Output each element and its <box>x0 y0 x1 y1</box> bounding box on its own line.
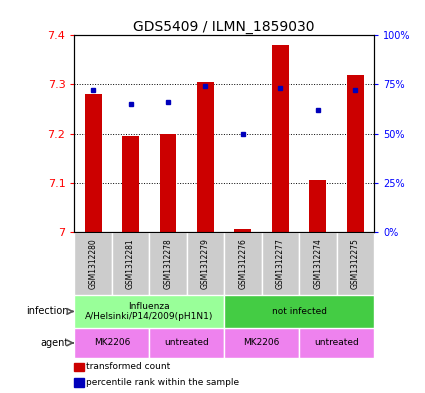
Text: GSM1312276: GSM1312276 <box>238 238 247 289</box>
Bar <box>74 232 112 295</box>
Text: GSM1312279: GSM1312279 <box>201 238 210 289</box>
Text: GSM1312280: GSM1312280 <box>88 238 98 289</box>
Text: transformed count: transformed count <box>86 362 170 371</box>
Text: GSM1312277: GSM1312277 <box>276 238 285 289</box>
Text: MK2206: MK2206 <box>244 338 280 347</box>
Bar <box>272 45 289 232</box>
Bar <box>149 232 187 295</box>
Bar <box>159 134 176 232</box>
Text: GSM1312274: GSM1312274 <box>313 238 322 289</box>
Bar <box>262 232 299 295</box>
Text: MK2206: MK2206 <box>94 338 130 347</box>
Text: GSM1312275: GSM1312275 <box>351 238 360 289</box>
Bar <box>197 82 214 232</box>
Bar <box>74 295 224 328</box>
Bar <box>347 75 364 232</box>
Bar <box>309 180 326 232</box>
Bar <box>112 232 149 295</box>
Bar <box>224 232 262 295</box>
Bar <box>224 295 374 328</box>
Bar <box>337 232 374 295</box>
Bar <box>122 136 139 232</box>
Text: infection: infection <box>26 307 68 316</box>
Text: untreated: untreated <box>314 338 359 347</box>
Text: GSM1312278: GSM1312278 <box>164 238 173 289</box>
Bar <box>235 230 251 232</box>
Text: Influenza
A/Helsinki/P14/2009(pH1N1): Influenza A/Helsinki/P14/2009(pH1N1) <box>85 302 213 321</box>
Bar <box>299 328 374 358</box>
Text: untreated: untreated <box>164 338 209 347</box>
Title: GDS5409 / ILMN_1859030: GDS5409 / ILMN_1859030 <box>133 20 315 34</box>
Text: not infected: not infected <box>272 307 326 316</box>
Bar <box>149 328 224 358</box>
Bar <box>74 328 149 358</box>
Bar <box>85 94 102 232</box>
Bar <box>187 232 224 295</box>
Bar <box>299 232 337 295</box>
Text: agent: agent <box>40 338 68 348</box>
Text: percentile rank within the sample: percentile rank within the sample <box>86 378 239 387</box>
Bar <box>224 328 299 358</box>
Text: GSM1312281: GSM1312281 <box>126 238 135 288</box>
